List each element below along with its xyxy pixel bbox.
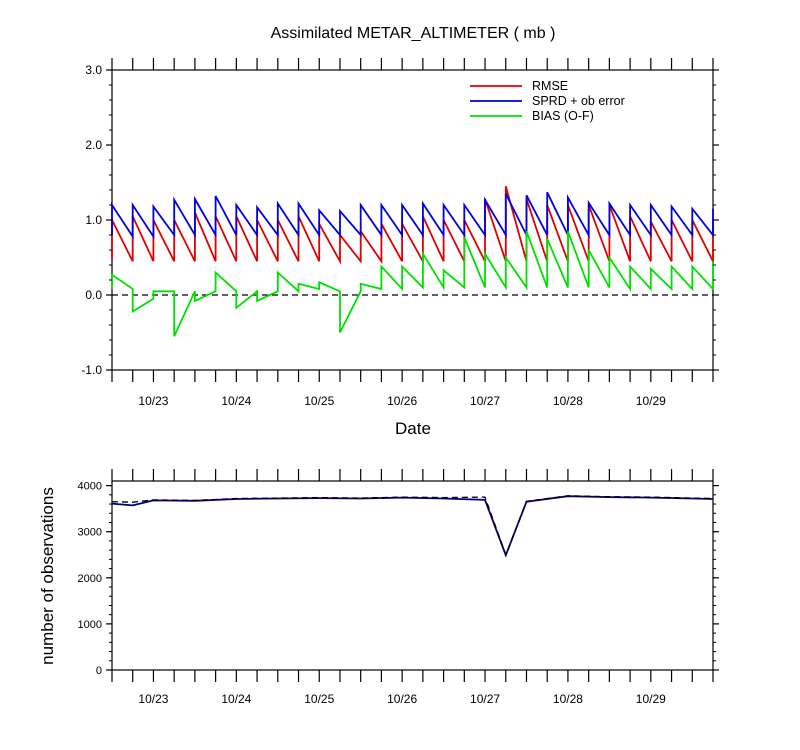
- series-line-bias-o-f: [111, 230, 714, 337]
- top-chart: Assimilated METAR_ALTIMETER ( mb ) -1.0 0…: [81, 25, 719, 438]
- x-tick-label: 10/26: [387, 394, 417, 408]
- y-tick-label: 1000: [78, 619, 102, 631]
- x-tick-label: 10/26: [387, 692, 417, 706]
- x-tick-label: 10/28: [553, 692, 583, 706]
- x-tick-label: 10/24: [221, 394, 251, 408]
- y-tick-label: 2.0: [85, 138, 102, 152]
- x-tick-label: 10/27: [470, 692, 500, 706]
- legend-label-sprd-ob-error: SPRD + ob error: [532, 94, 625, 108]
- x-tick-label: 10/23: [138, 692, 168, 706]
- x-tick-label: 10/23: [138, 394, 168, 408]
- y-tick-label: 1.0: [85, 213, 102, 227]
- chart-title: Assimilated METAR_ALTIMETER ( mb ): [271, 25, 556, 42]
- obs-count-line-solid: [111, 495, 714, 558]
- x-tick-label: 10/24: [221, 692, 251, 706]
- x-axis-label: Date: [395, 419, 431, 438]
- series-line-rmse: [111, 186, 714, 265]
- obs-count-line-dashed: [111, 495, 714, 557]
- y-axis-label: number of observations: [38, 487, 57, 665]
- legend-label-bias-o-f: BIAS (O-F): [532, 109, 594, 123]
- x-tick-label: 10/25: [304, 692, 334, 706]
- x-tick-label: 10/29: [636, 394, 666, 408]
- x-tick-label: 10/27: [470, 394, 500, 408]
- x-tick-label: 10/28: [553, 394, 583, 408]
- y-tick-label: 2000: [78, 573, 102, 585]
- y-tick-label: 4000: [78, 481, 102, 493]
- y-tick-label: 0: [96, 665, 102, 677]
- plot-area-frame: [111, 480, 714, 671]
- y-tick-label: 3.0: [85, 63, 102, 77]
- bottom-chart: 0 1000 2000 3000 4000 10/23 10/24 10/25 10/26 10/…: [38, 469, 719, 706]
- legend-label-rmse: RMSE: [532, 79, 568, 93]
- series-line-sprd-ob-error: [111, 191, 714, 240]
- y-tick-label: 3000: [78, 527, 102, 539]
- y-tick-label: 0.0: [85, 288, 102, 302]
- y-tick-label: -1.0: [81, 363, 102, 377]
- x-tick-label: 10/29: [636, 692, 666, 706]
- x-tick-label: 10/25: [304, 394, 334, 408]
